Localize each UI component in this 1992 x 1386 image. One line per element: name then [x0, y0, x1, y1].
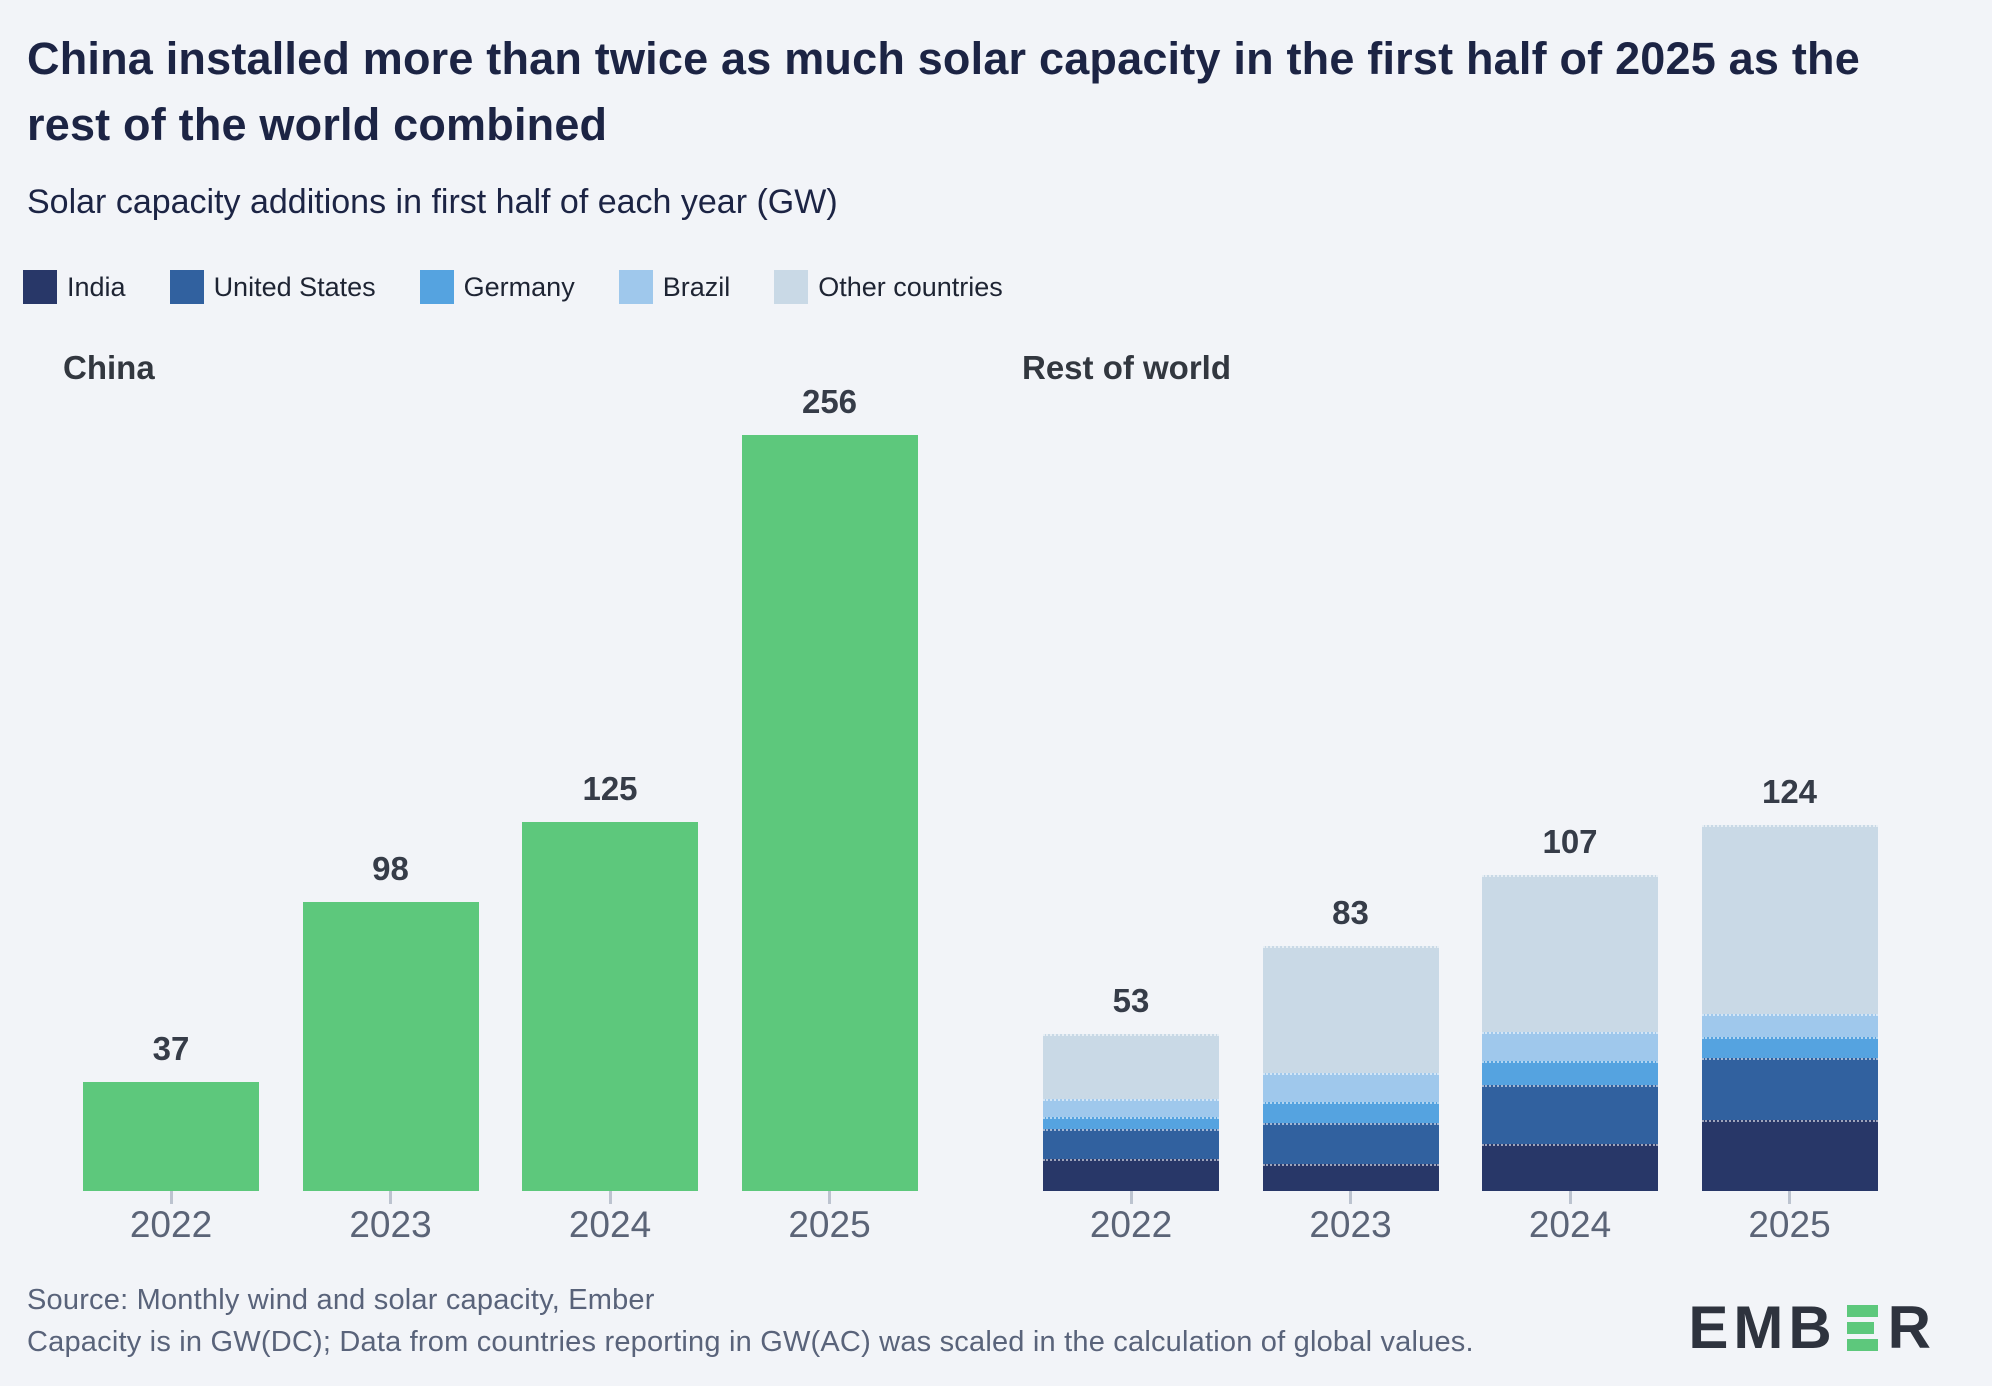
axis-tick-2022: [1129, 1191, 1133, 1204]
axis-label-2022: 2022: [1089, 1204, 1173, 1245]
bar-segment-india-2023: [1262, 1164, 1439, 1191]
legend-label-brazil: Brazil: [662, 271, 731, 302]
bar-value-label-2022: 53: [1112, 982, 1150, 1020]
row-bar-2023: [1262, 945, 1439, 1191]
legend-swatch-germany: [419, 270, 454, 304]
row-bar-2024: [1482, 875, 1658, 1191]
axis-label-2025: 2025: [1748, 1204, 1831, 1245]
legend-label-germany: Germany: [463, 271, 575, 302]
legend-swatch-brazil: [618, 270, 653, 304]
bar-segment-other-countries-2025: [1701, 824, 1878, 1014]
china-bar-2022: [83, 1081, 259, 1191]
ember-logo-green-e-icon: [1846, 1305, 1878, 1351]
legend-swatch-india: [23, 270, 57, 304]
bar-value-label-2024: 125: [582, 769, 638, 807]
logo-e-bar-top: [1846, 1305, 1878, 1317]
legend-item-brazil: Brazil: [618, 270, 731, 304]
legend-item-india: India: [23, 270, 126, 304]
source-text-line1: Source: Monthly wind and solar capacity,…: [27, 1284, 655, 1316]
axis-label-2024: 2024: [568, 1204, 652, 1245]
axis-tick-2025: [1788, 1191, 1791, 1204]
legend-label-india: India: [67, 271, 126, 302]
row-bar-2025: [1701, 824, 1878, 1191]
axis-tick-2025: [828, 1191, 831, 1204]
bar-segment-germany-2025: [1701, 1037, 1878, 1059]
bar-segment-other-countries-2022: [1043, 1034, 1219, 1100]
axis-tick-2022: [169, 1191, 173, 1204]
china-bar-2023: [302, 901, 479, 1191]
bar-value-label-2025: 124: [1761, 772, 1818, 810]
legend-swatch-other-countries: [774, 270, 809, 304]
bar-segment-brazil-2024: [1482, 1031, 1658, 1062]
legend-swatch-united-states: [169, 270, 204, 304]
axis-tick-2024: [1568, 1191, 1572, 1204]
bar-segment-united-states-2022: [1043, 1128, 1219, 1159]
row-bar-2022: [1043, 1034, 1219, 1191]
bar-value-label-2022: 37: [152, 1029, 190, 1067]
bar-value-label-2024: 107: [1542, 823, 1598, 861]
china-bar-2025: [741, 435, 918, 1191]
source-text-line2: Capacity is in GW(DC); Data from countri…: [27, 1326, 1474, 1358]
axis-label-2025: 2025: [788, 1204, 871, 1245]
logo-e-bar-bottom: [1846, 1339, 1878, 1351]
bar-segment-brazil-2025: [1701, 1013, 1878, 1038]
bar-segment-germany-2024: [1482, 1061, 1658, 1085]
axis-label-2023: 2023: [1309, 1204, 1392, 1245]
bar-segment-other-countries-2023: [1262, 945, 1439, 1073]
panel-title-rest-of-world: Rest of world: [1022, 349, 1232, 386]
legend: India United States Germany Brazil Other cou…: [23, 270, 1003, 304]
bar-value-label-2023: 98: [372, 849, 409, 887]
axis-label-2023: 2023: [349, 1204, 432, 1245]
axis-label-2022: 2022: [129, 1204, 213, 1245]
bar-value-label-2023: 83: [1332, 893, 1369, 931]
china-bar-2024: [522, 821, 698, 1191]
bar-segment-brazil-2023: [1262, 1072, 1439, 1103]
axis-tick-2023: [389, 1191, 392, 1204]
bar-segment-united-states-2025: [1701, 1058, 1878, 1121]
bar-segment-germany-2023: [1262, 1102, 1439, 1124]
chart-subtitle: Solar capacity additions in first half o…: [27, 183, 838, 221]
legend-item-germany: Germany: [419, 270, 575, 304]
bar-segment-germany-2022: [1043, 1117, 1219, 1129]
axis-label-2024: 2024: [1528, 1204, 1612, 1245]
bar-segment-india-2024: [1482, 1143, 1658, 1191]
bar-segment-other-countries-2024: [1482, 875, 1658, 1032]
bar-segment-united-states-2024: [1482, 1084, 1658, 1144]
ember-logo: EMB R: [1688, 1294, 1936, 1361]
bar-segment-india-2025: [1701, 1120, 1878, 1191]
bar-segment-india-2022: [1043, 1158, 1219, 1191]
bar-segment-brazil-2022: [1043, 1099, 1219, 1118]
logo-e-bar-middle: [1846, 1322, 1874, 1334]
ember-logo-text-prefix: EMB: [1688, 1294, 1837, 1361]
chart-title: China installed more than twice as much …: [27, 33, 1860, 150]
bar-segment-united-states-2023: [1262, 1123, 1439, 1165]
panel-title-china: China: [63, 349, 155, 386]
legend-label-united-states: United States: [213, 271, 376, 302]
axis-tick-2023: [1349, 1191, 1352, 1204]
legend-label-other-countries: Other countries: [818, 271, 1003, 302]
legend-item-other-countries: Other countries: [774, 270, 1003, 304]
legend-item-united-states: United States: [169, 270, 376, 304]
axis-tick-2024: [608, 1191, 612, 1204]
bar-value-label-2025: 256: [801, 383, 858, 420]
ember-logo-text-suffix: R: [1887, 1294, 1936, 1361]
